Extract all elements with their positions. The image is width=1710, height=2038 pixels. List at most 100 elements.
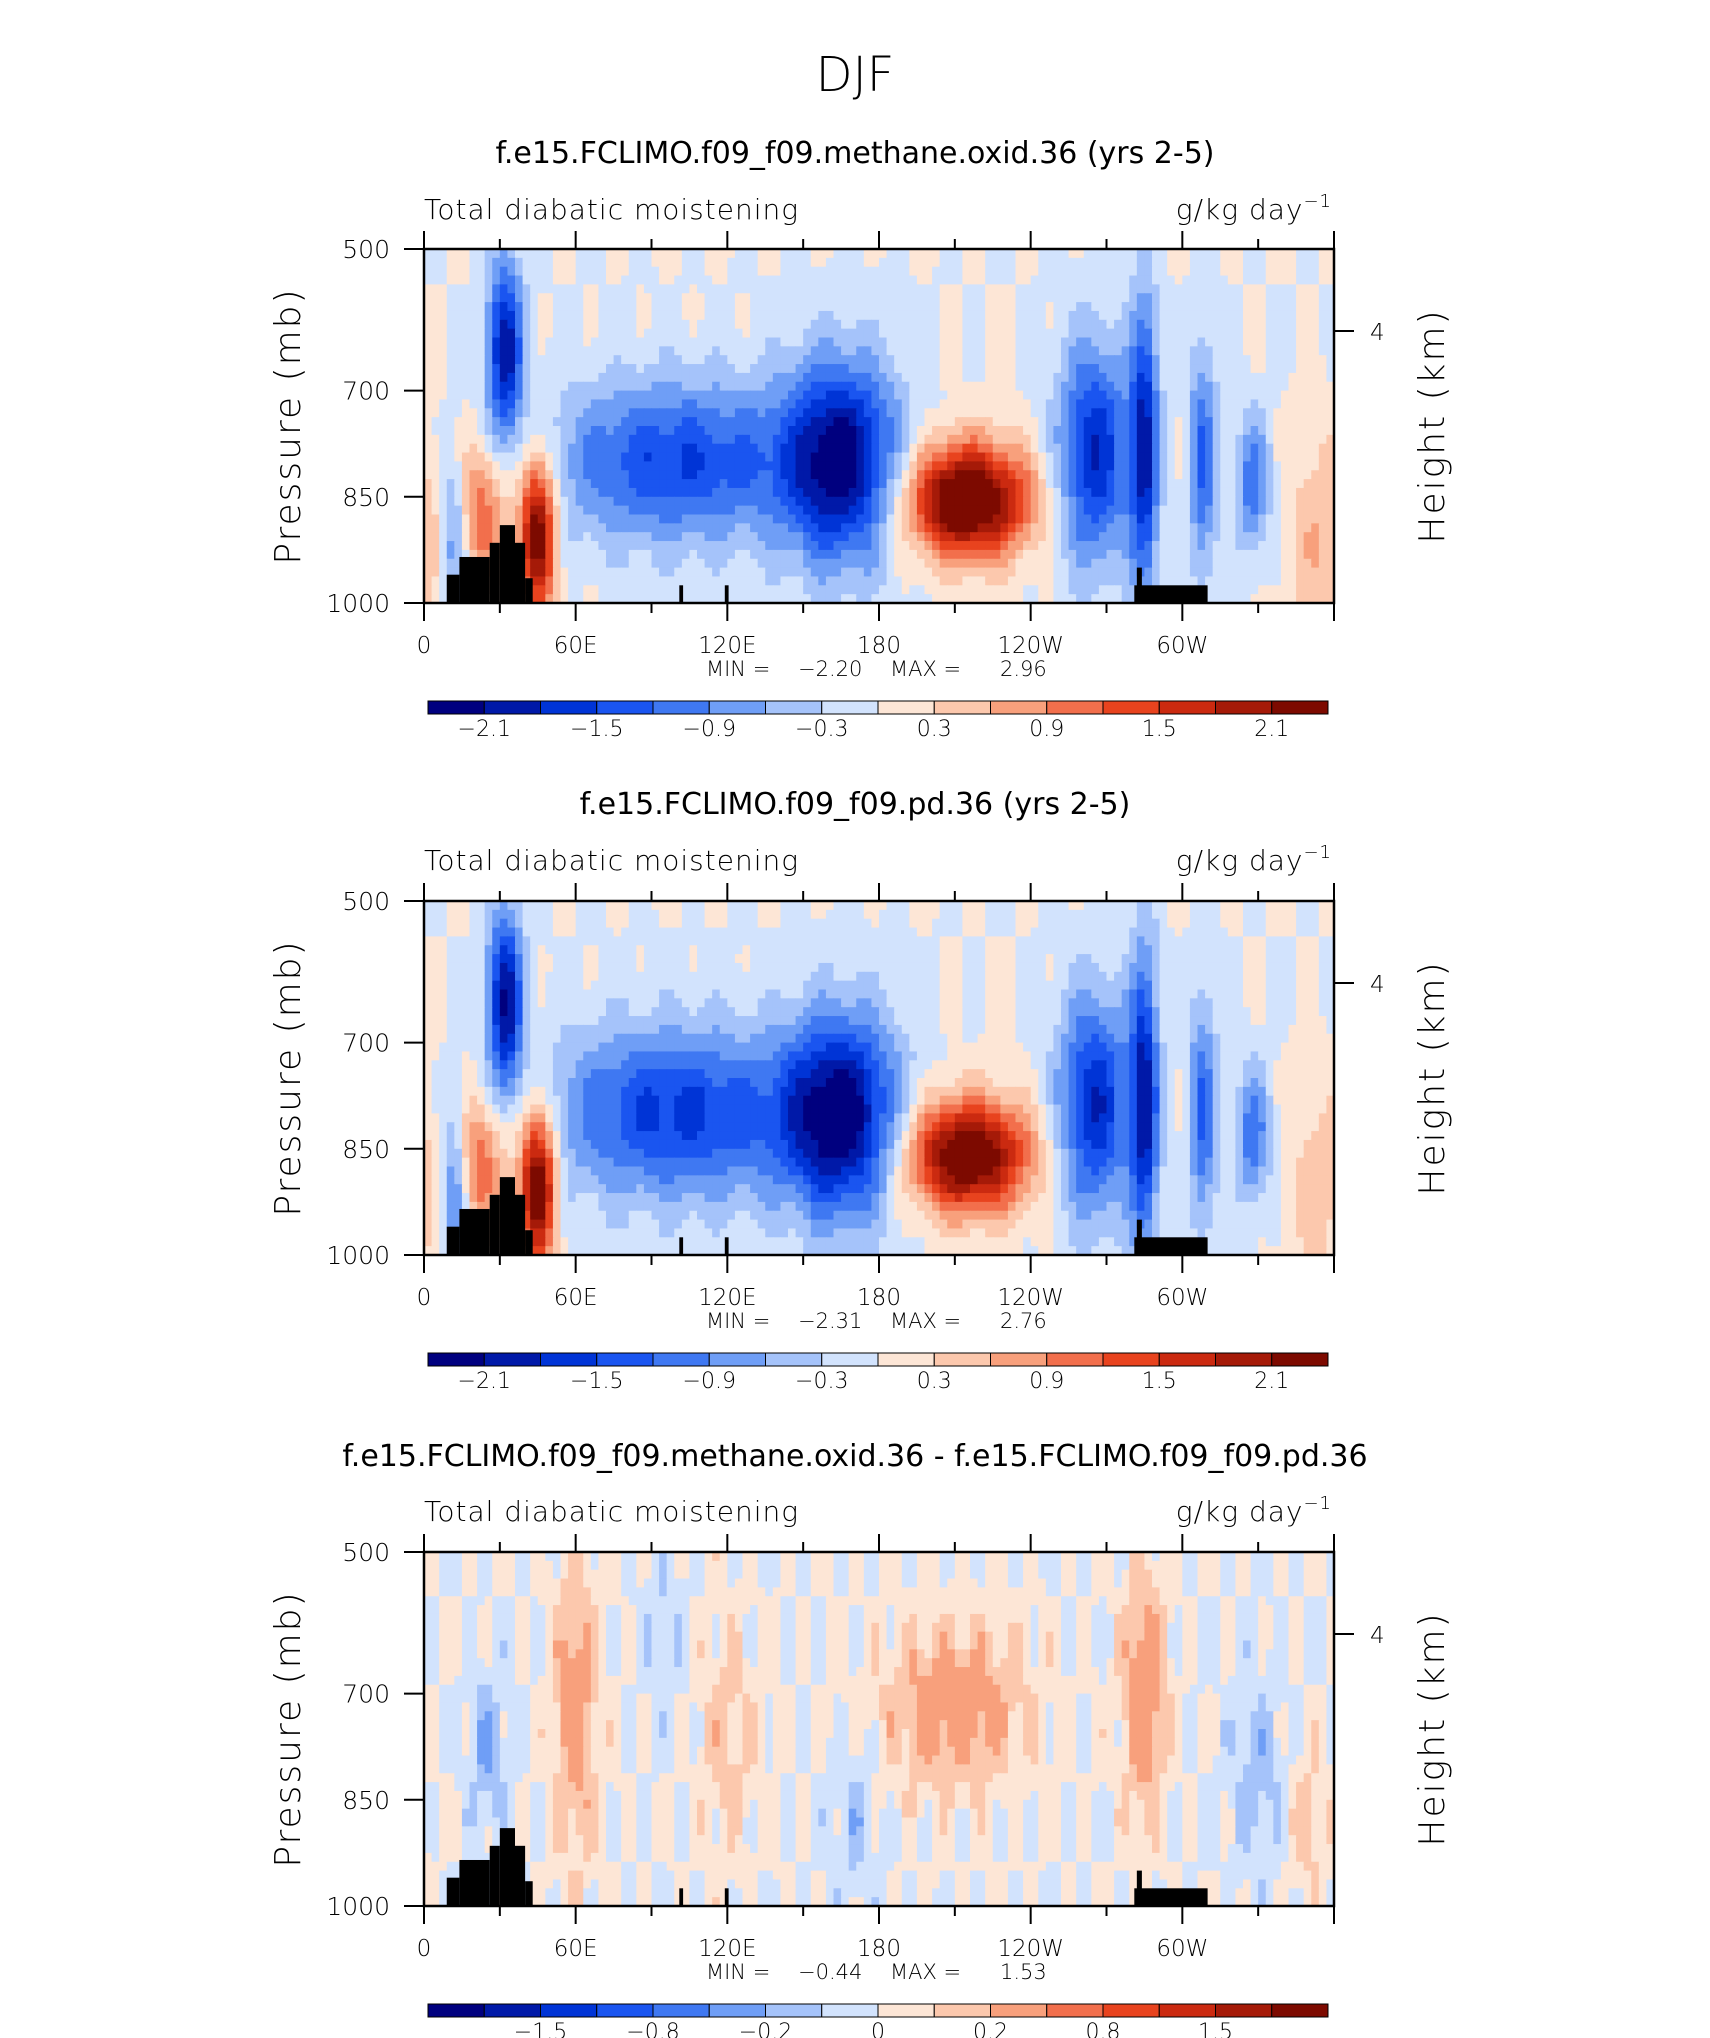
field-cell [583,399,592,409]
left-string: Total diabatic moistening [424,193,799,226]
field-cell [734,355,744,365]
field-cell [1114,372,1123,383]
field-cell [1167,576,1176,586]
field-cell [734,523,744,533]
field-cell [1296,346,1305,356]
field-cell [1083,293,1092,303]
field-cell [985,328,994,339]
field-cell [575,452,584,462]
field-cell [492,523,501,533]
field-cell [560,275,569,285]
field-cell [1159,576,1168,586]
field-cell [424,293,433,303]
field-cell [697,901,706,911]
field-cell [424,576,433,586]
field-cell [894,390,903,401]
field-cell [1159,399,1168,409]
field-cell [1220,523,1229,533]
field-cell [1303,328,1312,339]
field-cell [1121,541,1130,551]
field-cell [424,452,433,462]
field-cell [848,310,857,321]
field-cell [537,417,546,427]
field-cell [856,532,865,542]
field-cell [772,328,782,339]
field-cell [742,505,751,516]
field-cell [583,487,592,498]
field-cell [1258,310,1267,321]
field-cell [894,434,903,445]
field-cell [1303,496,1312,507]
field-cell [537,461,546,471]
field-cell [992,310,1001,321]
field-cell [1106,266,1115,277]
field-cell [1280,505,1290,516]
field-cell [818,257,827,268]
field-cell [1061,266,1070,277]
field-cell [985,532,994,542]
field-cell [583,576,592,586]
field-cell [916,249,926,259]
field-cell [742,496,751,507]
field-cell [1318,452,1328,462]
field-cell [613,496,622,507]
field-cell [1265,364,1274,374]
field-cell [530,426,539,436]
field-cell [1197,390,1206,401]
field-cell [1212,293,1221,303]
field-cell [947,479,956,489]
field-cell [651,328,660,339]
field-cell [833,585,842,595]
field-cell [1258,328,1267,339]
field-cell [1303,417,1312,427]
field-cell [454,372,463,383]
field-cell [734,426,744,436]
field-cell [621,594,630,603]
field-cell [750,549,759,560]
field-cell [719,532,728,542]
field-cell [1220,452,1229,462]
field-cell [848,558,857,569]
field-cell [772,417,782,427]
field-cell [992,364,1001,374]
field-cell [1083,541,1092,551]
field-cell [833,381,842,392]
field-cell [1152,390,1161,401]
field-cell [894,532,903,542]
field-cell [977,372,986,383]
field-cell [1061,381,1070,392]
field-cell [879,549,888,560]
field-cell [856,381,865,392]
field-cell [856,549,865,560]
field-cell [1106,417,1115,427]
field-cell [856,266,865,277]
field-cell [719,408,728,418]
field-cell [1114,558,1123,569]
field-cell [1091,461,1100,471]
topography-block [499,525,515,603]
field-cell [598,470,607,480]
field-cell [765,496,774,507]
field-cell [590,257,600,268]
field-cell [681,514,691,524]
field-cell [621,426,630,436]
field-cell [750,408,759,418]
field-cell [985,372,994,383]
field-cell [1220,461,1229,471]
field-cell [1038,390,1047,401]
field-cell [560,443,569,454]
field-cell [788,319,797,330]
field-cell [1144,249,1153,259]
field-cell [909,541,918,551]
field-cell [780,558,789,569]
field-cell [833,514,842,524]
field-cell [1303,408,1312,418]
field-cell [727,408,736,418]
field-cell [727,364,736,374]
field-cell [894,275,903,285]
field-cell [1174,346,1183,356]
field-cell [1015,496,1024,507]
field-cell [431,372,440,383]
field-cell [727,337,736,347]
field-cell [1106,487,1115,498]
